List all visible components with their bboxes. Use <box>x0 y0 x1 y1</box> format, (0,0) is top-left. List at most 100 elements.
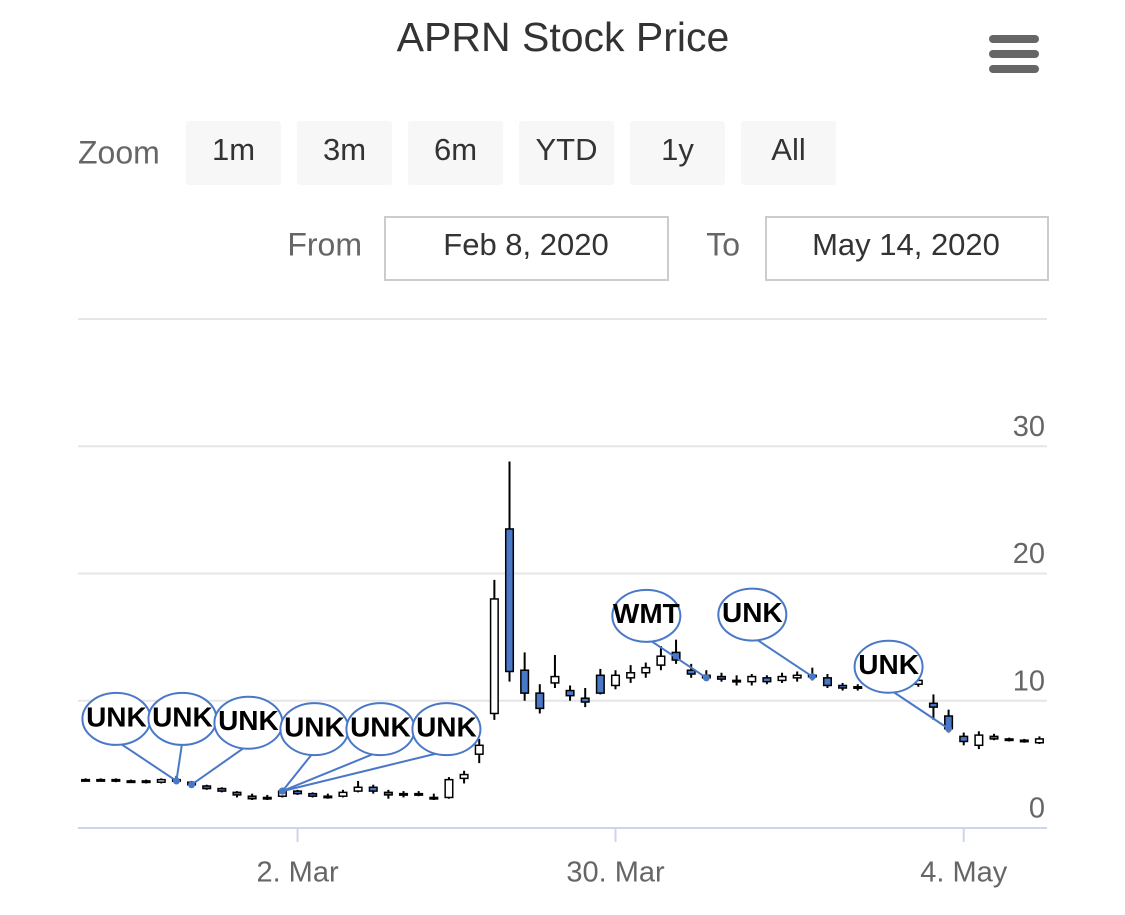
zoom-button[interactable] <box>297 121 392 185</box>
candle-body <box>656 655 666 666</box>
flag-connector <box>282 750 381 793</box>
zoom-button[interactable] <box>741 121 836 185</box>
candle-body <box>1004 738 1014 742</box>
candle-body <box>641 666 651 674</box>
zoom-button-label[interactable]: All <box>771 132 805 167</box>
x-tick-label: 2. Mar <box>256 857 339 889</box>
candle-body <box>550 675 560 684</box>
candle-body <box>308 792 318 797</box>
zoom-button[interactable] <box>630 121 725 185</box>
flag-connector <box>645 637 707 679</box>
y-tick-label: 30 <box>1013 411 1045 443</box>
candle-body <box>747 675 757 683</box>
flag-label: UNK <box>86 701 147 732</box>
flag-bubble <box>853 639 924 694</box>
x-tick-label: 30. Mar <box>566 857 665 889</box>
candle-body <box>762 677 772 683</box>
to-input[interactable] <box>765 216 1049 281</box>
from-value[interactable]: Feb 8, 2020 <box>443 227 608 262</box>
flag-connector <box>115 740 177 782</box>
candle-body <box>974 734 984 747</box>
candle-body <box>838 684 848 689</box>
flag-point <box>278 787 286 795</box>
flag-connector <box>281 750 316 792</box>
zoom-button[interactable] <box>408 121 503 185</box>
candle-body <box>928 702 938 708</box>
flag-connector <box>751 635 813 678</box>
flag-point <box>188 781 196 789</box>
zoom-button-label[interactable]: 1y <box>661 132 694 167</box>
candle-body <box>989 735 999 740</box>
y-tick-label: 0 <box>1029 793 1045 825</box>
zoom-button[interactable] <box>186 121 281 185</box>
candle-body <box>716 675 727 680</box>
to-value[interactable]: May 14, 2020 <box>812 227 1000 262</box>
candle-body <box>959 735 969 743</box>
flag-point <box>945 725 953 733</box>
candle-body <box>383 791 393 796</box>
flag-label: UNK <box>152 701 213 732</box>
zoom-button-label[interactable]: 3m <box>323 132 366 167</box>
candle-body <box>792 674 802 679</box>
zoom-button-label[interactable]: YTD <box>536 132 598 167</box>
candle-body <box>504 528 515 673</box>
flag-point <box>702 674 710 682</box>
menu-button[interactable] <box>989 35 1039 73</box>
candle-body <box>156 778 166 783</box>
candle-body <box>338 791 348 797</box>
from-label: From <box>287 226 362 262</box>
zoom-button[interactable] <box>519 121 614 185</box>
candle-body <box>444 778 454 799</box>
flag-bubble <box>717 587 788 642</box>
candle-body <box>853 686 863 690</box>
candle-body <box>81 778 91 782</box>
candle-body <box>429 796 439 800</box>
candle-body <box>732 679 742 683</box>
candle-body <box>202 785 212 790</box>
candle-body <box>535 692 545 710</box>
candle-body <box>489 598 499 715</box>
candle-body <box>353 786 363 792</box>
candle-body <box>414 792 424 796</box>
candle-body <box>126 780 136 784</box>
y-tick-label: 20 <box>1013 538 1045 570</box>
flag-label: UNK <box>350 711 411 742</box>
zoom-button-label[interactable]: 6m <box>434 132 477 167</box>
candle-body <box>610 674 621 687</box>
candle-body <box>323 795 333 799</box>
candle-body <box>822 677 832 687</box>
candle-body <box>368 786 378 792</box>
candle-body <box>1019 739 1029 743</box>
flag-label: UNK <box>722 597 783 628</box>
candle-body <box>686 669 696 675</box>
flag-connector <box>190 743 249 786</box>
y-tick-label: 10 <box>1013 665 1045 697</box>
candle-body <box>626 672 636 679</box>
candle-body <box>217 787 227 792</box>
candle-body <box>595 674 605 694</box>
candle-body <box>262 796 272 800</box>
chart-title: APRN Stock Price <box>397 14 730 60</box>
flag-connector <box>888 687 950 730</box>
flag-label: UNK <box>218 705 279 736</box>
flag-point <box>172 777 180 785</box>
candle-body <box>565 689 575 697</box>
candle-body <box>520 669 530 694</box>
candle-body <box>111 778 121 782</box>
zoom-buttons: 1m 3m 6m YTD 1y All <box>186 121 836 185</box>
candle-body <box>459 773 469 780</box>
flag-connector <box>282 750 447 793</box>
candle-body <box>580 697 590 703</box>
flag-label: UNK <box>416 711 477 742</box>
candle-body <box>777 675 787 682</box>
flag-point <box>808 673 816 681</box>
flag-connector <box>175 740 184 782</box>
zoom-button-label[interactable]: 1m <box>212 132 255 167</box>
candle-body <box>1034 738 1044 744</box>
from-input[interactable] <box>384 216 669 281</box>
to-label: To <box>706 226 740 262</box>
candle-body <box>398 792 409 796</box>
